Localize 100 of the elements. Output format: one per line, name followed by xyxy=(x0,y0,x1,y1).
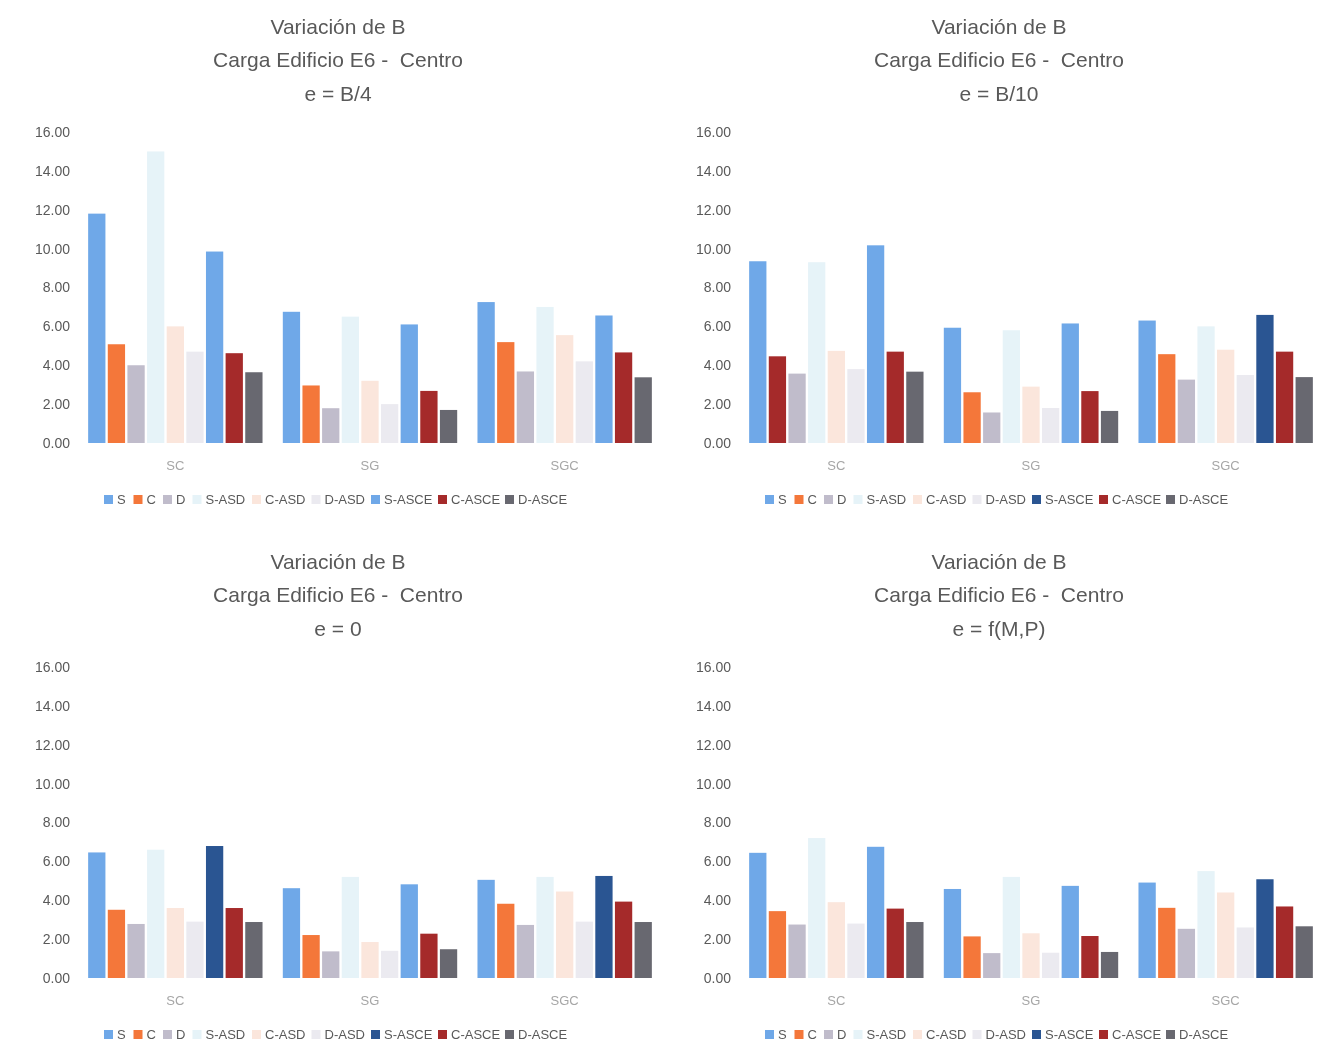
bar xyxy=(127,365,145,443)
legend-label: D xyxy=(837,1027,847,1042)
bar xyxy=(477,302,495,443)
bar xyxy=(886,351,904,443)
legend-label: D-ASD xyxy=(985,1027,1026,1042)
bar xyxy=(88,852,106,978)
bar xyxy=(808,838,826,978)
x-tick-label: SG xyxy=(1021,458,1041,473)
bar xyxy=(1217,892,1235,978)
y-tick-label: 8.00 xyxy=(42,279,71,296)
chart-title: Variación de B xyxy=(931,550,1067,573)
x-tick-label: SG xyxy=(360,458,380,473)
bar xyxy=(749,261,767,443)
legend-label: C xyxy=(146,492,156,507)
bar xyxy=(963,392,981,443)
bar xyxy=(1275,906,1294,978)
bar xyxy=(420,390,438,443)
legend-label: C-ASCE xyxy=(1112,1027,1162,1042)
y-tick-label: 0.00 xyxy=(42,969,71,986)
y-tick-label: 0.00 xyxy=(703,434,732,451)
bar xyxy=(225,908,243,978)
y-tick-label: 2.00 xyxy=(703,931,732,948)
legend-label: S-ASD xyxy=(205,1027,246,1042)
y-tick-label: 6.00 xyxy=(703,318,732,335)
bar xyxy=(1138,320,1156,443)
x-tick-label: SG xyxy=(360,993,380,1008)
legend-label: C-ASCE xyxy=(451,1027,501,1042)
y-tick-label: 10.00 xyxy=(34,775,71,792)
bar xyxy=(906,922,924,978)
x-tick-label: SC xyxy=(827,458,846,473)
y-tick-label: 4.00 xyxy=(703,892,732,909)
bar xyxy=(361,942,379,978)
bar xyxy=(420,933,438,978)
bar xyxy=(1295,926,1313,978)
x-tick-label: SG xyxy=(1021,993,1041,1008)
bar xyxy=(1042,408,1060,443)
bar xyxy=(536,306,554,443)
y-tick-label: 16.00 xyxy=(695,123,732,140)
bar xyxy=(205,251,224,443)
y-tick-label: 6.00 xyxy=(42,318,71,335)
bar xyxy=(536,876,554,978)
bar xyxy=(788,373,806,443)
bar xyxy=(595,875,613,978)
bar xyxy=(943,327,962,443)
bar xyxy=(1061,323,1079,443)
legend-label: D-ASD xyxy=(985,492,1026,507)
bar xyxy=(302,935,320,978)
bar xyxy=(827,350,845,443)
legend-label: D xyxy=(176,1027,186,1042)
bar xyxy=(1295,377,1313,443)
bar xyxy=(497,342,515,443)
y-tick-label: 16.00 xyxy=(34,658,71,675)
bar xyxy=(516,924,535,978)
y-tick-label: 0.00 xyxy=(42,434,71,451)
y-tick-label: 12.00 xyxy=(695,201,732,218)
bar xyxy=(768,911,787,978)
bar xyxy=(808,262,826,443)
legend-label: D-ASCE xyxy=(1179,1027,1229,1042)
y-tick-label: 14.00 xyxy=(34,162,71,179)
chart-subtitle: Carga Edificio E6 - Centro e = B/10 xyxy=(874,48,1124,105)
x-tick-label: SC xyxy=(166,993,185,1008)
legend-label: S-ASCE xyxy=(384,1027,433,1042)
bar xyxy=(439,949,458,978)
bar xyxy=(381,950,399,978)
legend-label: D-ASCE xyxy=(1179,492,1229,507)
x-tick-label: SGC xyxy=(1211,458,1240,473)
bar xyxy=(361,380,379,443)
bar xyxy=(1002,876,1020,978)
legend-label: S-ASD xyxy=(866,1027,907,1042)
y-tick-label: 4.00 xyxy=(42,357,71,374)
y-tick-label: 2.00 xyxy=(703,396,732,413)
bar xyxy=(282,311,301,443)
legend-label: S-ASCE xyxy=(1045,492,1094,507)
bar xyxy=(341,876,359,978)
legend-label: S-ASCE xyxy=(384,492,433,507)
legend-label: C-ASD xyxy=(265,492,306,507)
bar xyxy=(1275,351,1294,443)
bar xyxy=(147,151,165,443)
bar xyxy=(1138,882,1156,978)
legend-label: S xyxy=(117,1027,126,1042)
bar xyxy=(245,372,263,443)
legend-label: S xyxy=(117,492,126,507)
legend-label: C xyxy=(807,492,817,507)
y-tick-label: 14.00 xyxy=(695,162,732,179)
bar xyxy=(1177,928,1196,978)
x-tick-label: SGC xyxy=(1211,993,1240,1008)
bar xyxy=(1022,386,1040,443)
chart-subtitle: Carga Edificio E6 - Centro e = 0 xyxy=(213,583,463,640)
legend-label: C-ASD xyxy=(265,1027,306,1042)
bar xyxy=(614,901,633,978)
bar xyxy=(1022,933,1040,978)
bar xyxy=(634,922,652,978)
bar xyxy=(1197,326,1215,443)
legend-label: C xyxy=(146,1027,156,1042)
y-tick-label: 8.00 xyxy=(703,279,732,296)
bar xyxy=(302,385,320,443)
y-tick-label: 8.00 xyxy=(703,814,732,831)
bar xyxy=(341,316,359,443)
y-tick-label: 10.00 xyxy=(695,240,732,257)
legend-label: S-ASD xyxy=(866,492,907,507)
